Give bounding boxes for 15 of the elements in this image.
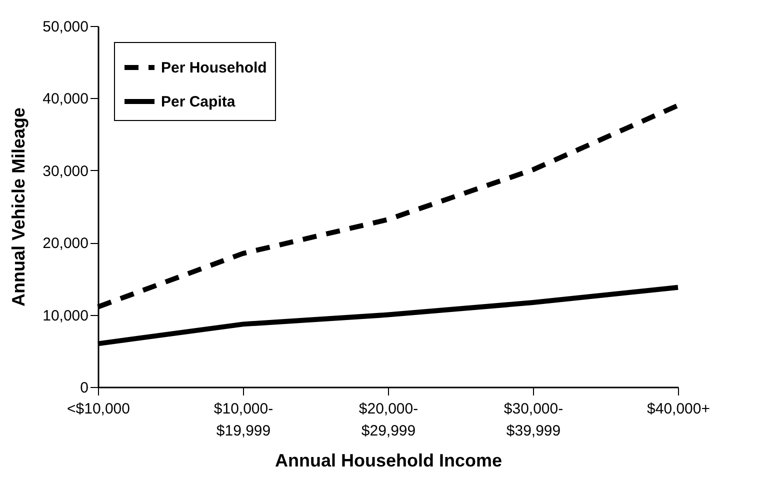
legend-label: Per Household xyxy=(161,60,267,76)
x-tick-label: $10,000- $19,999 xyxy=(214,400,274,440)
x-tick-label: $40,000+ xyxy=(647,400,710,418)
x-tick-label: $30,000- $39,999 xyxy=(504,400,564,440)
x-axis-title: Annual Household Income xyxy=(274,450,502,470)
y-tick-label: 40,000 xyxy=(42,90,88,108)
legend-label: Per Capita xyxy=(161,94,236,110)
y-tick-label: 0 xyxy=(80,380,88,396)
x-tick-label: $20,000- $29,999 xyxy=(358,400,418,440)
y-tick-label: 30,000 xyxy=(42,162,88,180)
y-tick-label: 50,000 xyxy=(42,18,88,36)
y-tick-label: 20,000 xyxy=(42,235,88,252)
y-axis-title: Annual Vehicle Mileage xyxy=(8,107,29,307)
y-tick-label: 10,000 xyxy=(42,307,88,324)
x-tick-label: <$10,000 xyxy=(67,400,130,418)
